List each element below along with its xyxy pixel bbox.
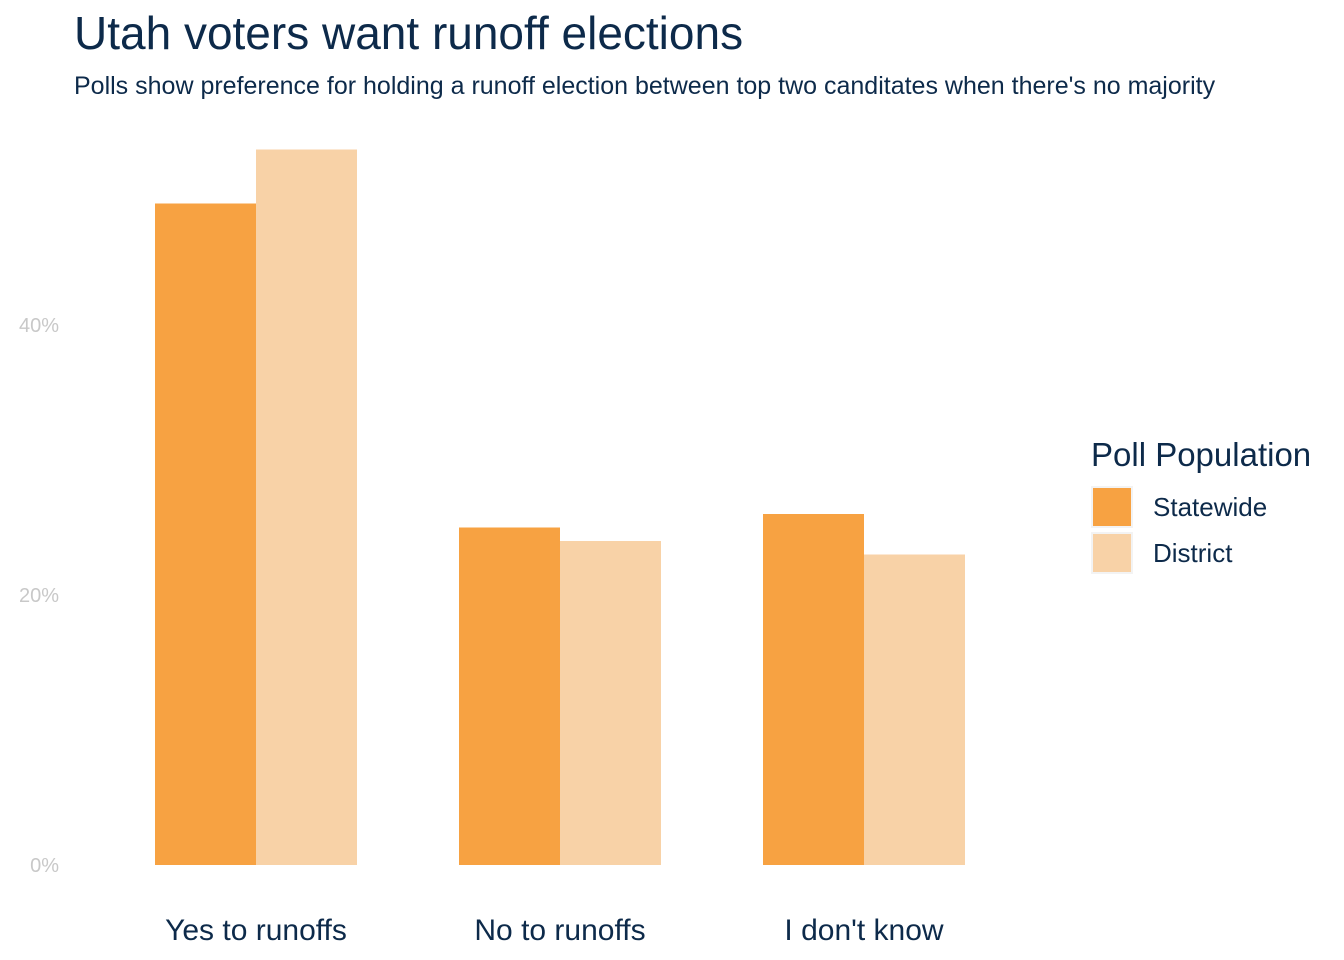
legend-label-district: District xyxy=(1153,537,1233,568)
x-tick-label: I don't know xyxy=(784,914,943,947)
legend-swatch-district xyxy=(1091,532,1133,574)
bar-district xyxy=(256,149,357,865)
y-tick-label: 40% xyxy=(19,315,59,337)
y-tick-label: 0% xyxy=(30,855,59,877)
legend: Poll Population Statewide District xyxy=(1091,436,1311,576)
bar-district xyxy=(560,541,661,865)
bar-statewide xyxy=(155,203,256,865)
legend-swatch-statewide xyxy=(1091,486,1133,528)
legend-label-statewide: Statewide xyxy=(1153,491,1268,522)
bars xyxy=(155,149,965,865)
bar-statewide xyxy=(763,514,864,865)
chart-title: Utah voters want runoff elections xyxy=(74,7,744,59)
bar-district xyxy=(864,554,965,865)
x-axis-labels: Yes to runoffs No to runoffs I don't know xyxy=(165,914,944,947)
x-tick-label: Yes to runoffs xyxy=(165,914,347,947)
legend-item-statewide: Statewide xyxy=(1091,484,1311,530)
x-tick-label: No to runoffs xyxy=(474,914,645,947)
legend-title: Poll Population xyxy=(1091,436,1312,473)
bar-statewide xyxy=(459,527,560,865)
chart-subtitle: Polls show preference for holding a runo… xyxy=(74,72,1216,100)
y-axis-ticks: 0% 20% 40% xyxy=(19,315,59,877)
y-tick-label: 20% xyxy=(19,585,59,607)
legend-item-district: District xyxy=(1091,530,1311,576)
